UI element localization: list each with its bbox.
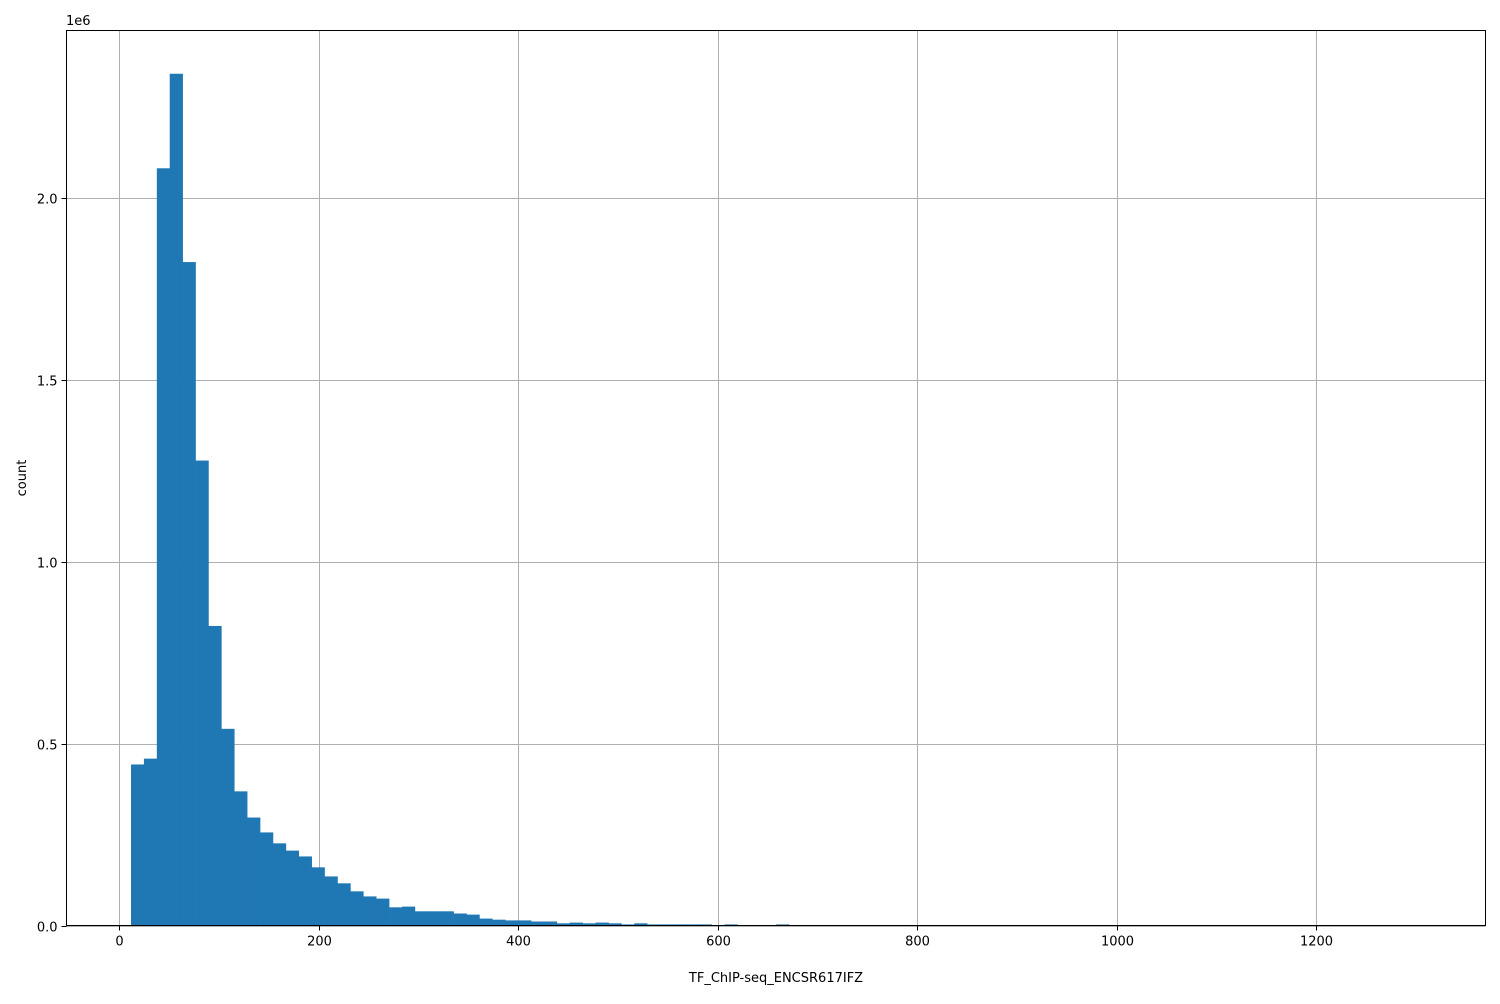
x-tick-label: 600 <box>706 935 731 950</box>
histogram-bar <box>466 914 480 926</box>
histogram-bar <box>234 791 248 926</box>
histogram-bar <box>569 922 583 926</box>
histogram-bar <box>479 918 493 926</box>
histogram-bar <box>582 923 596 926</box>
bars <box>131 73 790 926</box>
histogram-bar <box>260 832 274 926</box>
histogram-bar <box>660 924 674 926</box>
histogram-bar <box>156 168 171 926</box>
histogram-bar <box>324 876 338 926</box>
histogram-bar <box>543 921 558 926</box>
histogram-bar <box>724 924 738 926</box>
histogram-bar <box>208 625 222 926</box>
histogram-bar <box>414 911 429 926</box>
histogram-bar <box>376 898 390 926</box>
x-tick-label: 400 <box>506 935 531 950</box>
x-tick-label: 0 <box>115 935 123 950</box>
histogram-bar <box>595 922 609 926</box>
histogram-bar <box>556 923 571 926</box>
x-tick-label: 200 <box>307 935 332 950</box>
y-axis-label: count <box>15 460 30 497</box>
histogram-bar <box>401 906 416 926</box>
histogram-bar <box>698 924 712 926</box>
x-tick-label: 1200 <box>1300 935 1333 950</box>
histogram-bar <box>337 883 351 926</box>
histogram-bar <box>221 728 235 926</box>
histogram-bar <box>621 924 635 926</box>
histogram-bar <box>272 843 287 926</box>
grid-lines <box>66 30 1486 927</box>
histogram-bar <box>143 758 158 926</box>
x-axis-ticks: 0 200 400 600 800 1000 1200 <box>115 925 1333 950</box>
y-tick-label: 0.5 <box>37 739 58 754</box>
histogram-bar <box>505 920 519 926</box>
y-tick-label: 1.0 <box>37 557 58 572</box>
histogram-bar <box>131 764 145 926</box>
histogram-bar <box>195 460 209 926</box>
histogram-bar <box>453 913 467 926</box>
y-tick-label: 1.5 <box>37 375 58 390</box>
histogram-bar <box>685 924 700 926</box>
x-tick-label: 1000 <box>1101 935 1134 950</box>
histogram-bar <box>518 920 532 926</box>
histogram-bar <box>776 924 790 926</box>
x-tick-label: 800 <box>905 935 930 950</box>
histogram-bar <box>647 924 661 926</box>
histogram-bar <box>634 923 648 926</box>
histogram-bar <box>531 921 545 926</box>
histogram-bar <box>492 919 506 926</box>
y-axis-ticks: 0.0 0.5 1.0 1.5 2.0 <box>37 193 67 936</box>
histogram-bar <box>440 911 454 926</box>
histogram-bar <box>311 867 325 926</box>
histogram-bar <box>389 907 403 926</box>
histogram-bar <box>182 262 196 926</box>
y-tick-label: 0.0 <box>37 921 58 936</box>
plot-frame <box>66 30 1486 926</box>
histogram-bar <box>427 911 442 926</box>
histogram-bar <box>608 923 622 926</box>
y-offset-label: 1e6 <box>66 14 91 29</box>
histogram-bar <box>363 896 377 926</box>
histogram-bar <box>350 891 364 926</box>
histogram-bar <box>285 850 300 926</box>
histogram-bar <box>169 73 183 926</box>
y-tick-label: 2.0 <box>37 193 58 208</box>
histogram-bar <box>247 817 261 926</box>
histogram-bar <box>298 856 312 926</box>
histogram-bar <box>672 924 687 926</box>
x-axis-label: TF_ChIP-seq_ENCSR617IFZ <box>688 971 863 986</box>
